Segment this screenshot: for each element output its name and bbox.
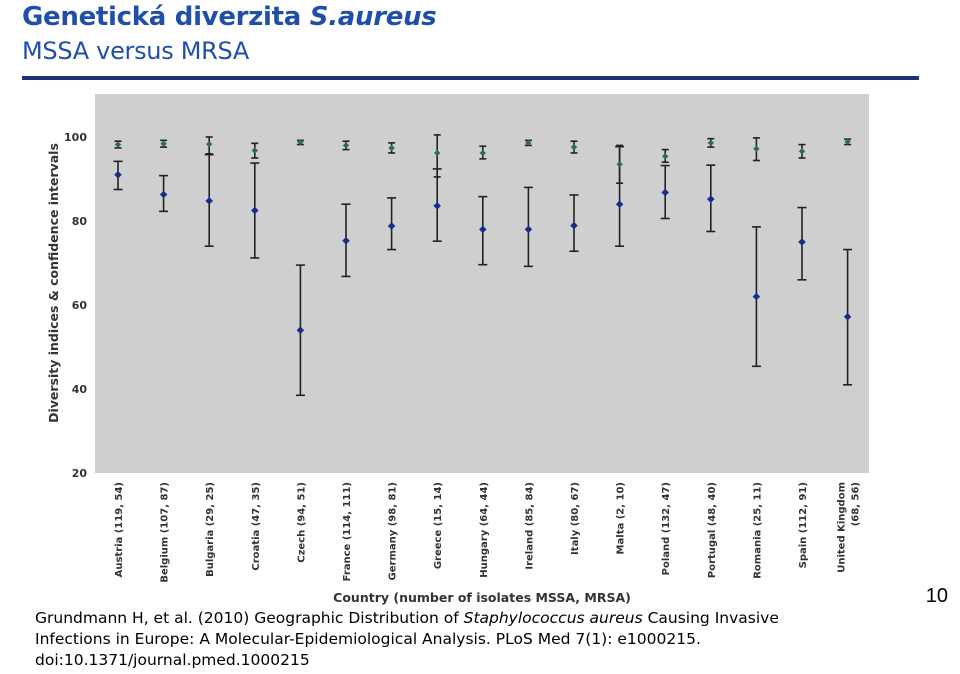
mrsa-point xyxy=(707,195,715,203)
mrsa-point xyxy=(159,190,168,199)
x-tick-label: Germany (98, 81) xyxy=(388,482,399,580)
mrsa-point xyxy=(251,206,259,215)
slide-subtitle: MSSA versus MRSA xyxy=(22,37,250,65)
mssa-point xyxy=(616,161,623,168)
mssa-point xyxy=(753,145,760,152)
citation-text-end: Causing Invasive Infections in Europe: A… xyxy=(35,609,779,669)
x-tick-label: Italy (80, 67) xyxy=(570,482,581,555)
slide-number: 10 xyxy=(925,585,948,607)
x-axis-ticks: Austria (119, 54) Belgium (107, 87) Bulgar… xyxy=(114,482,862,583)
title-organism: S.aureus xyxy=(309,2,437,32)
title-text: Genetická diverzita xyxy=(22,2,310,32)
mssa-point xyxy=(798,148,806,155)
y-tick-label: 80 xyxy=(72,215,88,228)
mrsa-point xyxy=(570,221,578,230)
diversity-chart: Diversity indices & confidence intervals… xyxy=(46,94,869,605)
mrsa-point xyxy=(843,312,852,321)
x-tick-label: Malta (2, 10) xyxy=(616,482,627,554)
citation-species: Staphylococcus aureus xyxy=(463,609,643,627)
mrsa-point xyxy=(433,202,441,210)
x-tick-label: Romania (25, 11) xyxy=(752,482,763,579)
mssa-point xyxy=(479,149,486,157)
y-axis-ticks: 20 40 60 80 100 xyxy=(64,131,87,480)
mrsa-point xyxy=(752,292,761,301)
x-tick-label: Greece (15, 14) xyxy=(433,482,444,569)
x-tick-label: Hungary (64, 44) xyxy=(479,482,490,578)
mrsa-point xyxy=(342,236,350,245)
mssa-point xyxy=(297,138,304,146)
x-tick-label: Spain (112, 91) xyxy=(798,482,809,568)
x-tick-label: Bulgaria (29, 25) xyxy=(205,482,216,577)
mrsa-point xyxy=(114,171,122,179)
mssa-point xyxy=(206,140,213,148)
mssa-point xyxy=(388,144,395,152)
x-tick-label: Austria (119, 54) xyxy=(114,482,125,577)
y-axis-label: Diversity indices & confidence intervals xyxy=(46,143,61,423)
mrsa-point xyxy=(205,197,213,205)
mrsa-point xyxy=(479,225,487,234)
y-tick-label: 100 xyxy=(64,131,87,144)
x-tick-label: Croatia (47, 35) xyxy=(251,482,262,571)
title-divider xyxy=(22,76,919,80)
y-tick-label: 60 xyxy=(72,299,88,312)
x-tick-label: Ireland (85, 84) xyxy=(524,482,535,570)
x-tick-label: Czech (94, 51) xyxy=(296,482,307,563)
x-tick-label: France (114, 111) xyxy=(342,482,353,581)
mssa-point xyxy=(434,149,441,157)
x-axis-label: Country (number of isolates MSSA, MRSA) xyxy=(333,590,631,605)
mssa-point xyxy=(707,139,714,147)
mssa-point xyxy=(570,143,578,151)
mssa-point xyxy=(342,142,350,149)
y-tick-label: 20 xyxy=(72,467,88,480)
data-points xyxy=(114,138,852,334)
mrsa-point xyxy=(524,225,533,234)
mrsa-point xyxy=(296,326,305,334)
mssa-point xyxy=(844,138,851,145)
x-tick-label: (68, 56) xyxy=(851,482,862,526)
mrsa-point xyxy=(798,238,806,246)
x-tick-label: Portugal (48, 40) xyxy=(707,482,718,578)
x-tick-label: Belgium (107, 87) xyxy=(160,482,171,583)
mssa-point xyxy=(114,141,122,148)
mrsa-point xyxy=(615,200,624,208)
mssa-point xyxy=(160,140,167,147)
mssa-point xyxy=(525,139,532,147)
mssa-point xyxy=(251,147,258,154)
mssa-point xyxy=(662,153,669,160)
mrsa-point xyxy=(387,222,396,230)
mrsa-point xyxy=(661,188,669,197)
citation-text-start: Grundmann H, et al. (2010) Geographic Di… xyxy=(35,609,464,627)
y-tick-label: 40 xyxy=(72,383,88,396)
x-tick-label: Poland (132, 47) xyxy=(661,482,672,575)
x-tick-label: United Kingdom xyxy=(837,482,848,573)
slide-title: Genetická diverzita S.aureus xyxy=(22,2,437,32)
citation: Grundmann H, et al. (2010) Geographic Di… xyxy=(35,608,815,671)
